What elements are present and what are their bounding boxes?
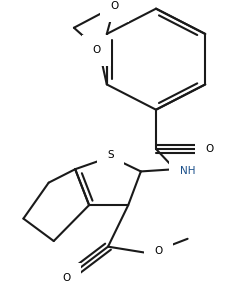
Text: O: O (93, 45, 101, 55)
Text: O: O (205, 144, 213, 154)
Text: O: O (62, 273, 70, 283)
Text: O: O (110, 1, 118, 11)
Text: S: S (107, 150, 114, 160)
Text: O: O (154, 246, 163, 256)
Text: NH: NH (180, 166, 195, 176)
